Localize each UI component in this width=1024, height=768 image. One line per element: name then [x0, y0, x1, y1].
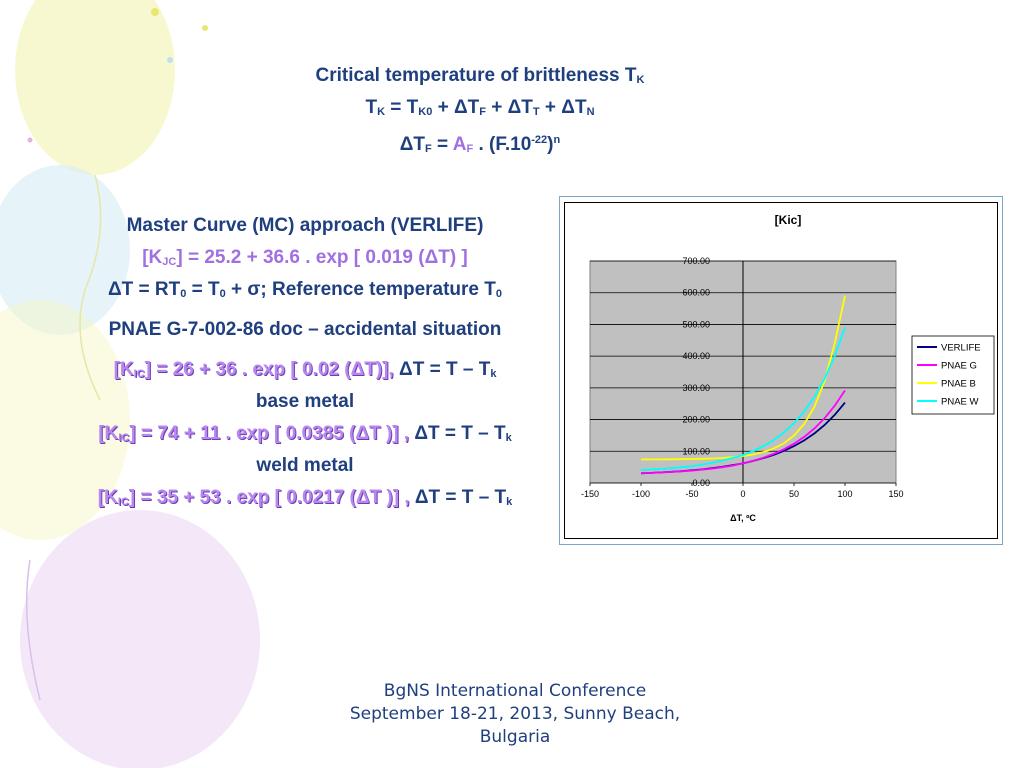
- title-block: Critical temperature of brittleness TK T…: [180, 62, 780, 163]
- pnae-title: PNAE G-7-002-86 doc – accidental situati…: [108, 319, 502, 340]
- y-tick-label: 100.00: [682, 446, 710, 456]
- formula-block: Master Curve (MC) approach (VERLIFE) [KJ…: [40, 210, 570, 514]
- legend-label-pnae-g: PNAE G: [941, 361, 977, 372]
- x-axis-label: ΔT, ºC: [730, 513, 756, 523]
- footer: BgNS International Conference September …: [290, 680, 740, 749]
- x-tick-label: 0: [740, 489, 745, 499]
- weld-metal-equation: [KIC] = 35 + 53 . exp [ 0.0217 (ΔT )] , …: [97, 487, 513, 508]
- chart-frame: [Kic] 0.00 100.00 200.00 300.00 400.00 500.00 6…: [559, 196, 1003, 545]
- legend-label-pnae-b: PNAE B: [941, 379, 976, 390]
- y-tick-label: 400.00: [682, 351, 710, 361]
- chart-title: [Kic]: [775, 213, 802, 227]
- pnae-equation: [KIC] = 26 + 36 . exp [ 0.02 (ΔT)], ΔT =…: [113, 359, 497, 380]
- x-tick-label: -50: [685, 489, 698, 499]
- base-metal-equation: [KIC] = 74 + 11 . exp [ 0.0385 (ΔT )] , …: [98, 423, 512, 444]
- y-tick-label: 0.00: [692, 478, 710, 488]
- y-tick-label: 700.00: [682, 256, 710, 266]
- delta-tf-equation: ΔTF = AF . (F.10-22)n: [399, 134, 561, 155]
- footer-line-2: September 18-21, 2013, Sunny Beach,: [349, 704, 681, 724]
- x-tick-label: 50: [789, 489, 799, 499]
- footer-line-1: BgNS International Conference: [383, 681, 647, 701]
- kic-chart: [Kic] 0.00 100.00 200.00 300.00 400.00 500.00 6…: [581, 213, 995, 523]
- base-metal-label: base metal: [255, 391, 355, 412]
- mc-title: Master Curve (MC) approach (VERLIFE): [126, 215, 484, 236]
- delta-t-definition: ΔT = RT0 = T0 + σ; Reference temperature…: [107, 279, 502, 300]
- y-tick-label: 200.00: [682, 415, 710, 425]
- y-tick-label: 300.00: [682, 383, 710, 393]
- legend-label-pnae-w: PNAE W: [941, 397, 979, 408]
- tk-equation: TK = TK0 + ΔTF + ΔTT + ΔTN: [365, 97, 595, 118]
- x-tick-label: 150: [888, 489, 903, 499]
- mc-equation: [KJC] = 25.2 + 36.6 . exp [ 0.019 (ΔT) ]: [142, 247, 468, 268]
- weld-metal-label: weld metal: [256, 455, 354, 476]
- x-tick-label: -100: [632, 489, 650, 499]
- y-tick-label: 500.00: [682, 319, 710, 329]
- series-line-pnae-g: [640, 389, 846, 475]
- y-tick-label: 600.00: [682, 288, 710, 298]
- slide-title: Critical temperature of brittleness TK: [315, 65, 645, 86]
- x-tick-label: -150: [581, 489, 599, 499]
- x-tick-label: 100: [837, 489, 852, 499]
- series-line-pnae-w: [640, 327, 846, 471]
- chart-area: [Kic] 0.00 100.00 200.00 300.00 400.00 500.00 6…: [564, 202, 998, 539]
- legend-label-verlife: VERLIFE: [941, 343, 981, 354]
- footer-line-3: Bulgaria: [479, 727, 551, 747]
